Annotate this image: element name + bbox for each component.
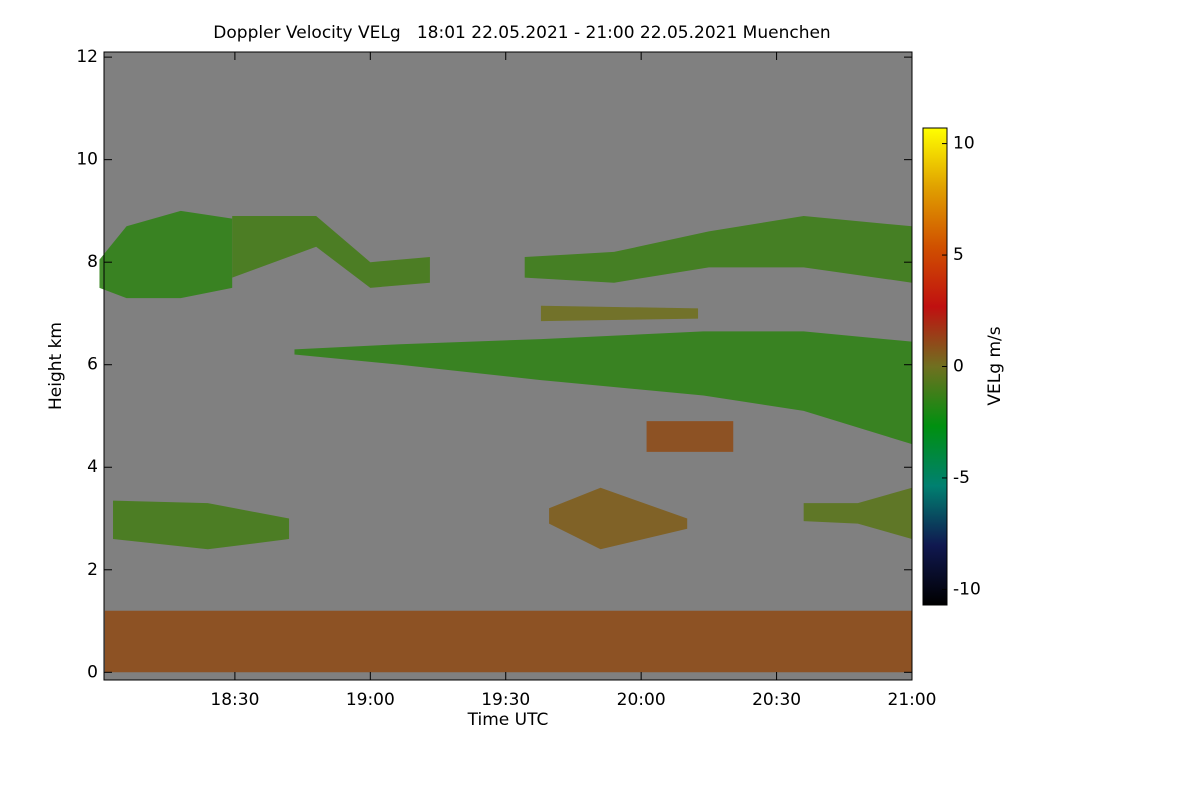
x-tick-label: 19:30 (481, 690, 530, 710)
echo-layer (104, 610, 912, 673)
echo-layer (540, 305, 699, 322)
y-tick-label: 4 (87, 457, 98, 477)
echo-layer (113, 500, 290, 550)
colorbar-tick-label: 5 (953, 245, 964, 265)
echo-layer (803, 487, 912, 540)
colorbar-tick-label: 10 (953, 134, 975, 154)
plot-frame (103, 51, 913, 681)
x-axis-label: Time UTC (467, 710, 549, 730)
chart-title: Doppler Velocity VELg 18:01 22.05.2021 -… (213, 23, 830, 43)
echo-layer (549, 487, 688, 550)
echo-layer (646, 421, 734, 452)
colorbar-tick-label: 0 (953, 357, 964, 377)
x-tick-label: 21:00 (888, 690, 937, 710)
y-tick-label: 10 (76, 150, 98, 170)
y-tick-label: 0 (87, 662, 98, 682)
x-tick-label: 20:30 (752, 690, 801, 710)
y-axis-label: Height km (46, 322, 66, 410)
colorbar-label: VELg m/s (985, 326, 1005, 405)
y-tick-label: 12 (76, 47, 98, 67)
y-tick-label: 6 (87, 355, 98, 375)
x-tick-label: 19:00 (346, 690, 395, 710)
echo-layer (524, 216, 912, 283)
x-tick-label: 20:00 (617, 690, 666, 710)
echo-layer (232, 216, 430, 288)
y-tick-label: 2 (87, 560, 98, 580)
colorbar-tick-label: -10 (953, 579, 981, 599)
y-tick-label: 8 (87, 252, 98, 272)
echo-layer (294, 331, 912, 445)
echo-layer (99, 210, 233, 299)
x-tick-label: 18:30 (210, 690, 259, 710)
colorbar-tick-label: -5 (953, 468, 970, 488)
